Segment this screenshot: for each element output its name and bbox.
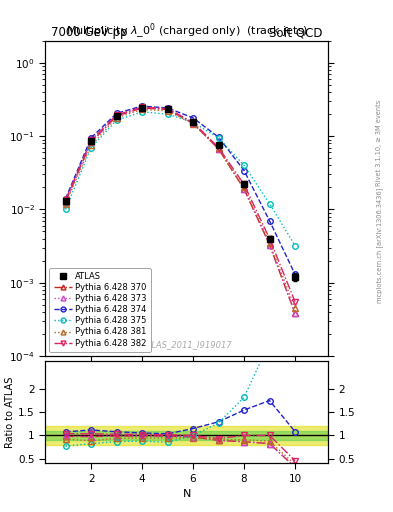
Pythia 6.428 382 (140, 104, 144, 110)
Pythia 6.428 375 (89, 144, 94, 151)
Pythia 6.428 373 (267, 242, 272, 248)
Pythia 6.428 375 (191, 119, 195, 125)
Text: Rivet 3.1.10, ≥ 3M events: Rivet 3.1.10, ≥ 3M events (376, 100, 382, 186)
Bar (45, 426, 328, 445)
Bar (45, 431, 328, 440)
Pythia 6.428 375 (165, 111, 170, 117)
Pythia 6.428 375 (242, 162, 246, 168)
Pythia 6.428 375 (63, 206, 68, 212)
Pythia 6.428 375 (114, 117, 119, 123)
Pythia 6.428 382 (114, 112, 119, 118)
Pythia 6.428 373 (165, 106, 170, 113)
Pythia 6.428 370 (63, 199, 68, 205)
Pythia 6.428 381 (89, 142, 94, 148)
Pythia 6.428 370 (242, 186, 246, 192)
Pythia 6.428 375 (293, 243, 298, 249)
Pythia 6.428 370 (267, 242, 272, 248)
Pythia 6.428 373 (216, 146, 221, 152)
Title: Multiplicity $\lambda\_0^0$ (charged only)  (track jets): Multiplicity $\lambda\_0^0$ (charged onl… (66, 22, 308, 41)
Pythia 6.428 382 (89, 137, 94, 143)
Pythia 6.428 382 (191, 119, 195, 125)
Pythia 6.428 370 (165, 106, 170, 113)
Pythia 6.428 374 (216, 134, 221, 140)
Pythia 6.428 382 (165, 105, 170, 112)
Pythia 6.428 382 (63, 197, 68, 203)
Line: Pythia 6.428 370: Pythia 6.428 370 (63, 105, 298, 316)
Pythia 6.428 381 (63, 201, 68, 207)
Pythia 6.428 374 (89, 135, 94, 141)
Pythia 6.428 382 (216, 144, 221, 151)
Pythia 6.428 381 (191, 121, 195, 127)
Pythia 6.428 370 (89, 139, 94, 145)
Pythia 6.428 375 (267, 201, 272, 207)
Pythia 6.428 373 (140, 105, 144, 111)
Pythia 6.428 373 (191, 120, 195, 126)
Pythia 6.428 381 (216, 145, 221, 152)
Pythia 6.428 382 (242, 181, 246, 187)
Pythia 6.428 370 (293, 310, 298, 316)
X-axis label: N: N (182, 489, 191, 499)
Text: ATLAS_2011_I919017: ATLAS_2011_I919017 (141, 340, 232, 350)
Text: 7000 GeV pp: 7000 GeV pp (51, 27, 127, 39)
Pythia 6.428 373 (89, 139, 94, 145)
Legend: ATLAS, Pythia 6.428 370, Pythia 6.428 373, Pythia 6.428 374, Pythia 6.428 375, P: ATLAS, Pythia 6.428 370, Pythia 6.428 37… (50, 268, 151, 352)
Text: Soft QCD: Soft QCD (269, 27, 323, 39)
Pythia 6.428 370 (114, 113, 119, 119)
Line: Pythia 6.428 382: Pythia 6.428 382 (63, 104, 298, 305)
Line: Pythia 6.428 375: Pythia 6.428 375 (63, 109, 298, 248)
Pythia 6.428 373 (114, 113, 119, 119)
Y-axis label: Ratio to ATLAS: Ratio to ATLAS (6, 376, 15, 448)
Line: Pythia 6.428 373: Pythia 6.428 373 (63, 105, 298, 316)
Pythia 6.428 382 (293, 298, 298, 305)
Pythia 6.428 373 (63, 199, 68, 205)
Pythia 6.428 374 (165, 105, 170, 111)
Pythia 6.428 382 (267, 236, 272, 242)
Line: Pythia 6.428 381: Pythia 6.428 381 (63, 106, 298, 311)
Pythia 6.428 373 (242, 186, 246, 192)
Pythia 6.428 381 (293, 305, 298, 311)
Pythia 6.428 370 (191, 120, 195, 126)
Pythia 6.428 381 (114, 115, 119, 121)
Pythia 6.428 374 (191, 115, 195, 121)
Pythia 6.428 381 (140, 106, 144, 113)
Pythia 6.428 373 (293, 310, 298, 316)
Pythia 6.428 374 (293, 271, 298, 278)
Pythia 6.428 370 (216, 146, 221, 152)
Pythia 6.428 375 (140, 109, 144, 115)
Pythia 6.428 374 (267, 218, 272, 224)
Pythia 6.428 375 (216, 135, 221, 141)
Pythia 6.428 374 (242, 167, 246, 174)
Text: mcplots.cern.ch [arXiv:1306.3436]: mcplots.cern.ch [arXiv:1306.3436] (376, 188, 383, 304)
Pythia 6.428 374 (63, 196, 68, 202)
Pythia 6.428 381 (267, 240, 272, 246)
Pythia 6.428 374 (140, 103, 144, 109)
Pythia 6.428 381 (242, 184, 246, 190)
Line: Pythia 6.428 374: Pythia 6.428 374 (63, 103, 298, 277)
Pythia 6.428 381 (165, 108, 170, 114)
Pythia 6.428 370 (140, 105, 144, 111)
Pythia 6.428 374 (114, 110, 119, 116)
